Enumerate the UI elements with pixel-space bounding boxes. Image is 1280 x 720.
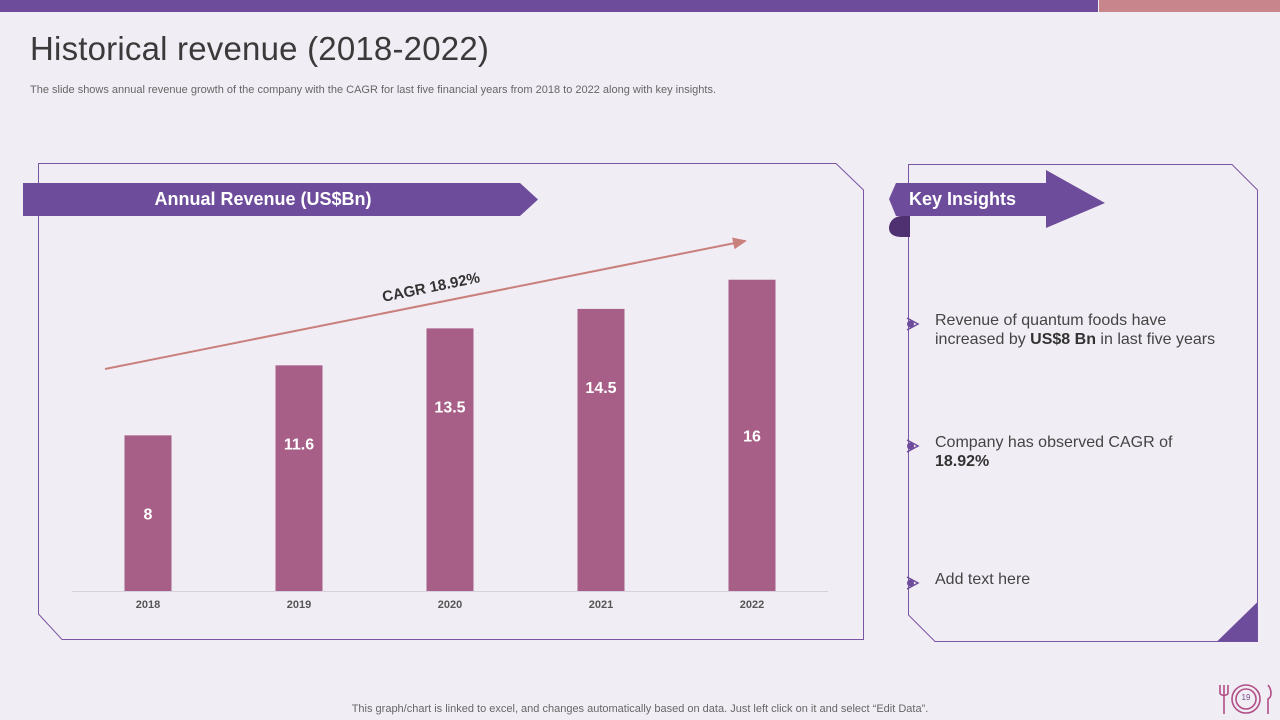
page-number: 19 bbox=[1241, 693, 1251, 702]
chart-panel-frame bbox=[38, 163, 864, 640]
x-tick-label-2020: 2020 bbox=[438, 599, 462, 611]
bullet-arrow-icon bbox=[906, 439, 920, 453]
bar-2022 bbox=[728, 279, 776, 591]
bar-2021 bbox=[577, 308, 625, 591]
insight-text: Company has observed CAGR of 18.92% bbox=[935, 434, 1173, 470]
data-label-2022: 16 bbox=[743, 429, 761, 446]
x-tick-label-2019: 2019 bbox=[287, 599, 311, 611]
data-label-2020: 13.5 bbox=[434, 399, 465, 416]
top-accent-bar bbox=[0, 0, 1098, 12]
data-label-2021: 14.5 bbox=[585, 380, 616, 397]
bar-2018 bbox=[124, 435, 172, 591]
x-tick-label-2022: 2022 bbox=[740, 599, 764, 611]
page-title: Historical revenue (2018-2022) bbox=[30, 30, 490, 67]
footer-note: This graph/chart is linked to excel, and… bbox=[351, 703, 929, 715]
insights-banner-arrow bbox=[889, 170, 1105, 237]
page-subtitle: The slide shows annual revenue growth of… bbox=[30, 84, 717, 96]
bullet-arrow-icon bbox=[906, 576, 920, 590]
x-tick-label-2018: 2018 bbox=[136, 599, 160, 611]
insight-text[interactable]: Add text here bbox=[935, 571, 1031, 588]
bar-2019 bbox=[275, 365, 323, 591]
cagr-trend-arrow bbox=[104, 237, 747, 370]
chart-banner-ribbon bbox=[23, 183, 538, 216]
bar-2020 bbox=[426, 328, 474, 591]
bullet-arrow-icon bbox=[906, 317, 920, 331]
x-tick-label-2021: 2021 bbox=[589, 599, 613, 611]
chart-banner-label: Annual Revenue (US$Bn) bbox=[154, 189, 372, 209]
cutlery-plate-icon bbox=[1219, 684, 1272, 714]
cagr-annotation: CAGR 18.92% bbox=[381, 269, 482, 305]
data-label-2019: 11.6 bbox=[284, 436, 314, 453]
insight-text: Revenue of quantum foods have increased … bbox=[935, 312, 1216, 348]
insights-panel-frame bbox=[908, 164, 1258, 642]
data-label-2018: 8 bbox=[144, 506, 153, 523]
top-accent-bar-highlight bbox=[1099, 0, 1280, 12]
insights-banner-label: Key Insights bbox=[909, 189, 1017, 209]
